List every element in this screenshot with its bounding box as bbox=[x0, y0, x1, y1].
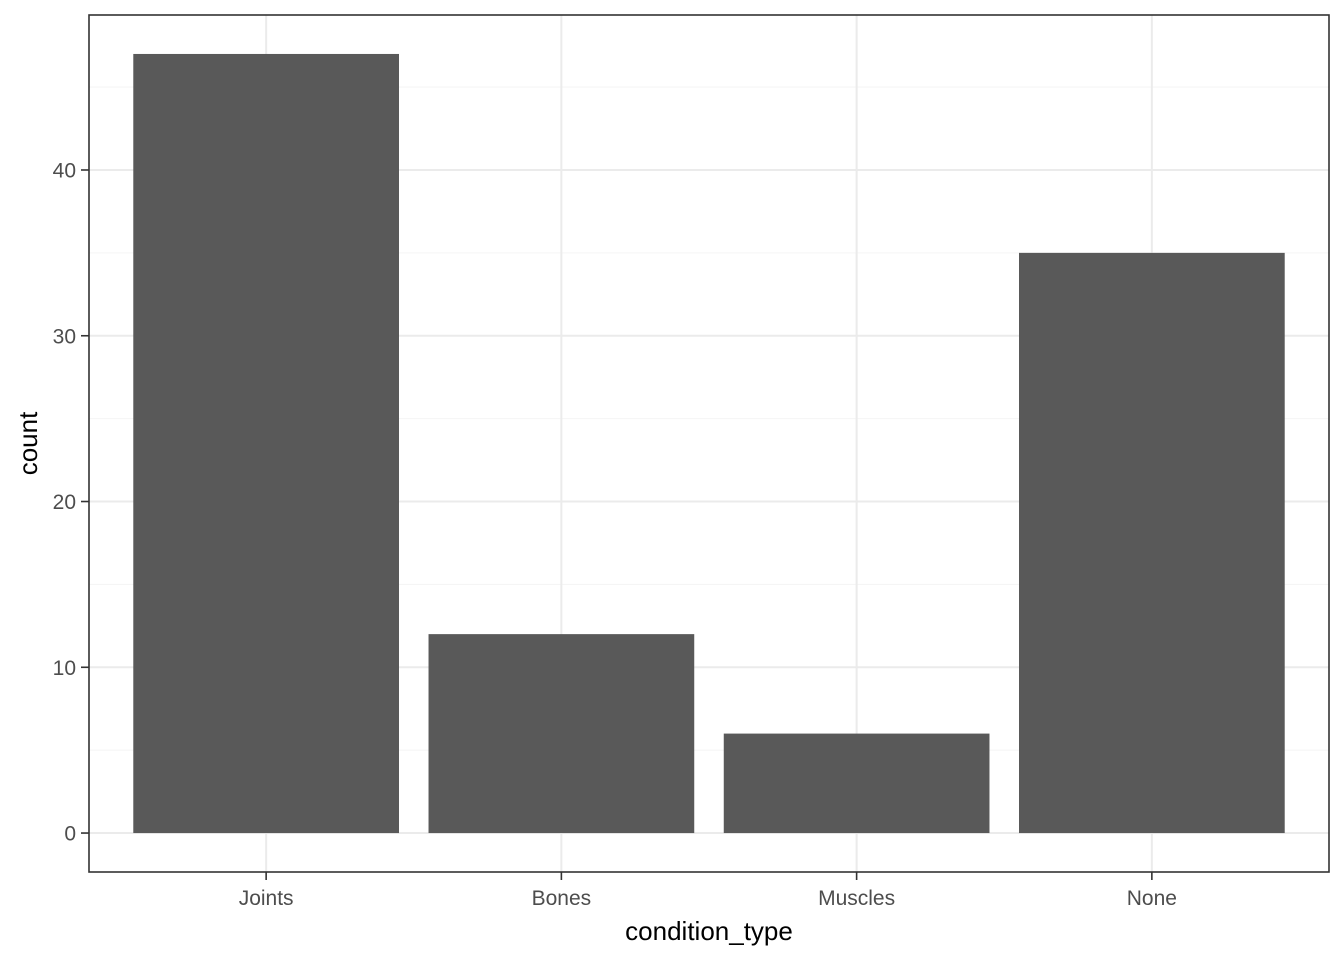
x-tick-label-joints: Joints bbox=[239, 887, 294, 910]
bar-muscles bbox=[723, 733, 990, 834]
bars bbox=[133, 53, 1285, 834]
x-axis-title: condition_type bbox=[625, 916, 793, 946]
y-axis: 0 10 20 30 40 bbox=[53, 159, 89, 846]
x-tick-label-bones: Bones bbox=[532, 887, 592, 910]
y-tick-label: 30 bbox=[53, 325, 76, 348]
y-tick-label: 10 bbox=[53, 657, 76, 680]
x-tick-label-muscles: Muscles bbox=[818, 887, 895, 910]
y-tick-label: 40 bbox=[53, 159, 76, 182]
bar-joints bbox=[133, 53, 400, 834]
x-axis: Joints Bones Muscles None bbox=[239, 872, 1177, 910]
panel-border bbox=[88, 14, 1330, 873]
x-tick-label-none: None bbox=[1127, 887, 1177, 910]
y-axis-title: count bbox=[13, 411, 43, 475]
bar-bones bbox=[428, 634, 695, 834]
bar-none bbox=[1019, 252, 1285, 834]
y-tick-label: 0 bbox=[64, 823, 76, 846]
y-tick-label: 20 bbox=[53, 491, 76, 514]
